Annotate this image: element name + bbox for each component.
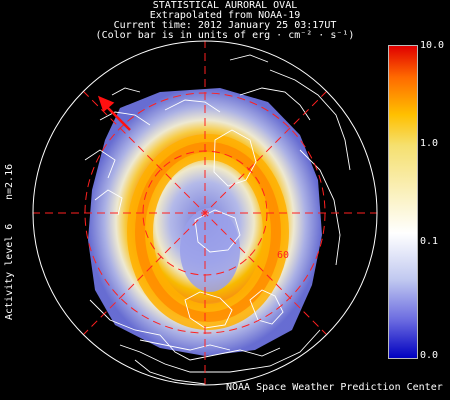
title-line-2: Extrapolated from NOAA-19 (149, 10, 301, 21)
color-bar (388, 45, 418, 359)
colorbar-label-1: 1.0 (420, 138, 439, 149)
colorbar-label-10: 10.0 (420, 40, 445, 51)
credit-text: NOAA Space Weather Prediction Center (226, 382, 443, 393)
latitude-label: 60 (277, 250, 289, 261)
n-value-label: n=2.16 (4, 163, 15, 200)
colorbar-label-0: 0.0 (420, 350, 439, 361)
title-line-3: Current time: 2012 January 25 03:17UT (113, 20, 337, 31)
map-border (32, 40, 378, 386)
sun-direction-arrow (97, 95, 131, 131)
lat-lon-grid (33, 41, 377, 385)
colorbar-label-0-1: 0.1 (420, 236, 439, 247)
title-line-1: STATISTICAL AURORAL OVAL (152, 0, 298, 11)
map-disc (33, 41, 377, 385)
title-line-4: (Color bar is in units of erg · cm⁻² · s… (95, 30, 355, 41)
activity-level-label: Activity level 6 (4, 223, 15, 320)
coastlines (84, 54, 351, 385)
